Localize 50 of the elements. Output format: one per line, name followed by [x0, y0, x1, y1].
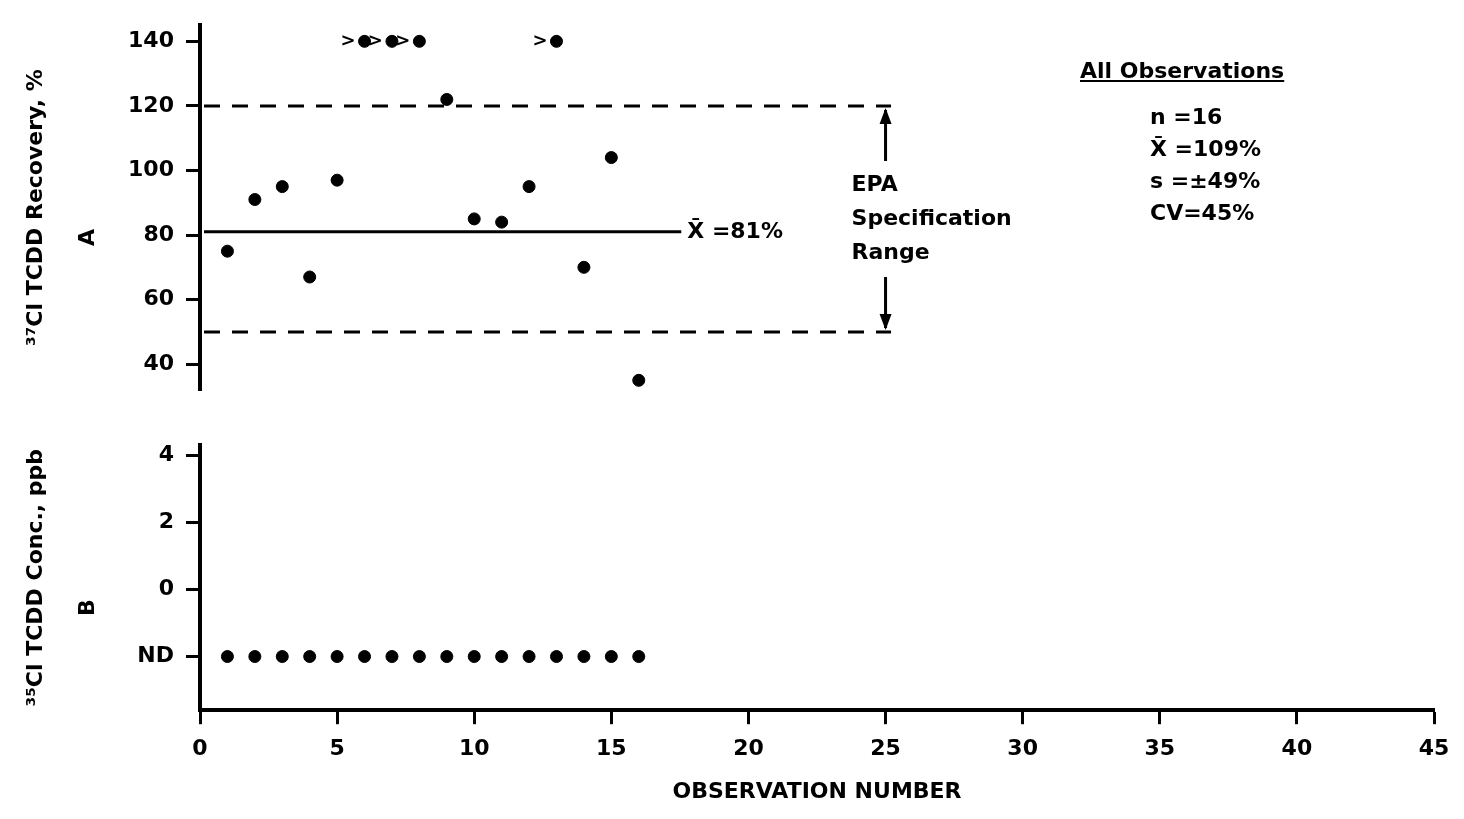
- x-tick-label: 40: [1281, 735, 1313, 761]
- x-tick-label: 35: [1144, 735, 1176, 761]
- text: A: [73, 229, 99, 247]
- y-tick-label: ND: [137, 642, 174, 668]
- point: [248, 193, 262, 207]
- y-tick-label: 60: [143, 285, 174, 311]
- point: [275, 180, 289, 194]
- point: [549, 34, 563, 48]
- x-tick-label: 25: [870, 735, 901, 761]
- x-tick-label: 0: [192, 735, 208, 761]
- point: [467, 212, 481, 226]
- y-axis-title: ³⁷Cl TCDD Recovery, %: [21, 69, 47, 346]
- annotation: X̄ =109%: [1149, 135, 1263, 163]
- x-tick-label: 15: [596, 735, 627, 761]
- annotation: n =16: [1149, 103, 1224, 131]
- point: [604, 151, 618, 165]
- point: [330, 173, 344, 187]
- annotation: EPA Specification Range: [851, 170, 1012, 264]
- annotation: >: [532, 29, 548, 51]
- point: [220, 244, 234, 258]
- point: [495, 215, 509, 229]
- y-axis-title: ³⁵Cl TCDD Conc., ppb: [21, 448, 47, 707]
- point: [412, 34, 426, 48]
- y-tick-label: 100: [128, 156, 174, 182]
- annotation: >: [395, 29, 411, 51]
- annotation: >: [340, 29, 356, 51]
- point: [632, 373, 646, 387]
- x-tick-label: 30: [1007, 735, 1038, 761]
- annotation: All Observations: [1080, 57, 1285, 85]
- y-tick-label: 4: [158, 440, 174, 466]
- annotation: s =±49%: [1149, 167, 1262, 195]
- annotation: >: [367, 29, 383, 51]
- x-tick-label: 5: [329, 735, 345, 761]
- x-tick-label: 45: [1418, 735, 1450, 761]
- point: [440, 92, 454, 106]
- x-axis-title: OBSERVATION NUMBER: [672, 777, 962, 803]
- ref-line-label: X̄ =81%: [687, 217, 783, 243]
- point: [577, 260, 591, 274]
- y-tick-label: 140: [128, 27, 174, 53]
- annotation: CV=45%: [1149, 199, 1256, 227]
- text: B: [73, 599, 99, 617]
- point: [303, 270, 317, 284]
- x-tick-label: 20: [733, 735, 764, 761]
- y-tick-label: 80: [143, 220, 174, 246]
- y-tick-label: 40: [143, 349, 174, 375]
- x-tick-label: 10: [458, 735, 490, 761]
- point: [522, 180, 536, 194]
- y-tick-label: 0: [158, 575, 174, 601]
- y-tick-label: 120: [128, 91, 174, 117]
- y-tick-label: 2: [158, 508, 174, 534]
